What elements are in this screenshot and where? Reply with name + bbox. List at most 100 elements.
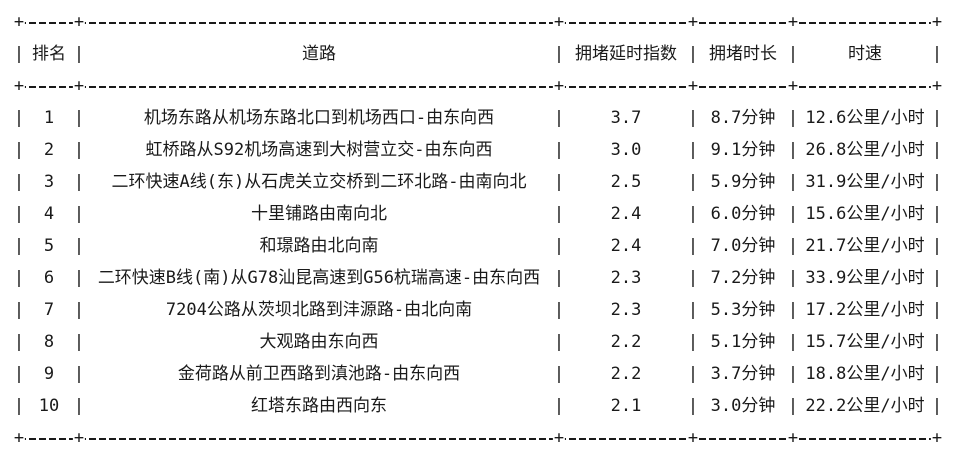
column-separator: |	[687, 236, 699, 256]
column-separator: |	[787, 332, 799, 352]
column-separator: |	[787, 300, 799, 320]
column-separator: |	[553, 364, 565, 384]
border-junction: +	[72, 6, 86, 38]
border-junction: +	[686, 6, 700, 38]
road-cell: 大观路由东向西	[259, 332, 379, 352]
border-junction: +	[72, 422, 86, 454]
congestion-duration-cell: 5.1分钟	[710, 332, 776, 352]
border-junction: +	[72, 70, 86, 102]
header-road: 道路	[302, 44, 336, 64]
column-separator: |	[13, 236, 25, 256]
column-separator: |	[687, 268, 699, 288]
column-separator: |	[687, 140, 699, 160]
border-junction: +	[552, 70, 566, 102]
congestion-duration-cell: 6.0分钟	[710, 204, 776, 224]
column-separator: |	[13, 204, 25, 224]
border-junction: +	[12, 6, 26, 38]
congestion-duration-cell: 5.9分钟	[710, 172, 776, 192]
column-separator: |	[13, 364, 25, 384]
column-separator: |	[687, 108, 699, 128]
column-separator: |	[787, 108, 799, 128]
column-separator: |	[687, 332, 699, 352]
border-junction: +	[930, 6, 944, 38]
table-row: | 1 | 机场东路从机场东路北口到机场西口-由东向西 | 3.7 | 8.7分…	[0, 102, 959, 134]
table-row: | 5 | 和璟路由北向南 | 2.4 | 7.0分钟 | 21.7公里/小时 …	[0, 230, 959, 262]
border-junction: +	[930, 422, 944, 454]
column-separator: |	[931, 300, 943, 320]
column-separator: |	[687, 172, 699, 192]
column-separator: |	[13, 268, 25, 288]
speed-cell: 26.8公里/小时	[805, 140, 925, 160]
congestion-index-cell: 3.0	[610, 140, 642, 160]
column-separator: |	[787, 396, 799, 416]
table-row: | 9 | 金荷路从前卫西路到滇池路-由东向西 | 2.2 | 3.7分钟 | …	[0, 358, 959, 390]
column-separator: |	[73, 236, 85, 256]
column-separator: |	[73, 44, 85, 64]
border-junction: +	[930, 70, 944, 102]
column-separator: |	[13, 396, 25, 416]
column-separator: |	[13, 332, 25, 352]
rank-cell: 4	[43, 204, 55, 224]
rank-cell: 5	[43, 236, 55, 256]
column-separator: |	[931, 44, 943, 64]
column-separator: |	[13, 140, 25, 160]
table-border-header: + + + + + +	[0, 70, 959, 102]
column-separator: |	[931, 172, 943, 192]
column-separator: |	[553, 332, 565, 352]
border-junction: +	[552, 422, 566, 454]
table-row: | 8 | 大观路由东向西 | 2.2 | 5.1分钟 | 15.7公里/小时 …	[0, 326, 959, 358]
speed-cell: 33.9公里/小时	[805, 268, 925, 288]
rank-cell: 7	[43, 300, 55, 320]
table-row: | 3 | 二环快速A线(东)从石虎关立交桥到二环北路-由南向北 | 2.5 |…	[0, 166, 959, 198]
rank-cell: 9	[43, 364, 55, 384]
congestion-duration-cell: 9.1分钟	[710, 140, 776, 160]
border-junction: +	[12, 422, 26, 454]
column-separator: |	[931, 396, 943, 416]
speed-cell: 31.9公里/小时	[805, 172, 925, 192]
column-separator: |	[931, 204, 943, 224]
column-separator: |	[687, 396, 699, 416]
header-speed: 时速	[848, 44, 882, 64]
road-cell: 虹桥路从S92机场高速到大树营立交-由东向西	[145, 140, 493, 160]
column-separator: |	[553, 300, 565, 320]
column-separator: |	[787, 44, 799, 64]
column-separator: |	[553, 108, 565, 128]
congestion-index-cell: 2.4	[610, 236, 642, 256]
horizontal-rule	[19, 86, 937, 88]
border-junction: +	[686, 422, 700, 454]
column-separator: |	[553, 204, 565, 224]
column-separator: |	[73, 108, 85, 128]
column-separator: |	[931, 108, 943, 128]
column-separator: |	[73, 332, 85, 352]
border-junction: +	[686, 70, 700, 102]
table-border-top: + + + + + +	[0, 6, 959, 38]
rank-cell: 1	[43, 108, 55, 128]
congestion-index-cell: 2.4	[610, 204, 642, 224]
road-cell: 二环快速A线(东)从石虎关立交桥到二环北路-由南向北	[111, 172, 527, 192]
congestion-index-cell: 2.1	[610, 396, 642, 416]
horizontal-rule	[19, 438, 937, 440]
horizontal-rule	[19, 22, 937, 24]
column-separator: |	[553, 172, 565, 192]
rank-cell: 3	[43, 172, 55, 192]
speed-cell: 17.2公里/小时	[805, 300, 925, 320]
congestion-duration-cell: 3.7分钟	[710, 364, 776, 384]
table-header-row: | 排名 | 道路 | 拥堵延时指数 | 拥堵时长 | 时速 |	[0, 38, 959, 70]
column-separator: |	[931, 364, 943, 384]
speed-cell: 18.8公里/小时	[805, 364, 925, 384]
table-row: | 4 | 十里铺路由南向北 | 2.4 | 6.0分钟 | 15.6公里/小时…	[0, 198, 959, 230]
column-separator: |	[13, 44, 25, 64]
column-separator: |	[73, 364, 85, 384]
column-separator: |	[687, 44, 699, 64]
congestion-duration-cell: 5.3分钟	[710, 300, 776, 320]
road-cell: 和璟路由北向南	[259, 236, 379, 256]
column-separator: |	[553, 396, 565, 416]
column-separator: |	[73, 300, 85, 320]
column-separator: |	[73, 268, 85, 288]
border-junction: +	[12, 70, 26, 102]
column-separator: |	[13, 108, 25, 128]
speed-cell: 21.7公里/小时	[805, 236, 925, 256]
column-separator: |	[687, 300, 699, 320]
column-separator: |	[931, 268, 943, 288]
congestion-index-cell: 3.7	[610, 108, 642, 128]
